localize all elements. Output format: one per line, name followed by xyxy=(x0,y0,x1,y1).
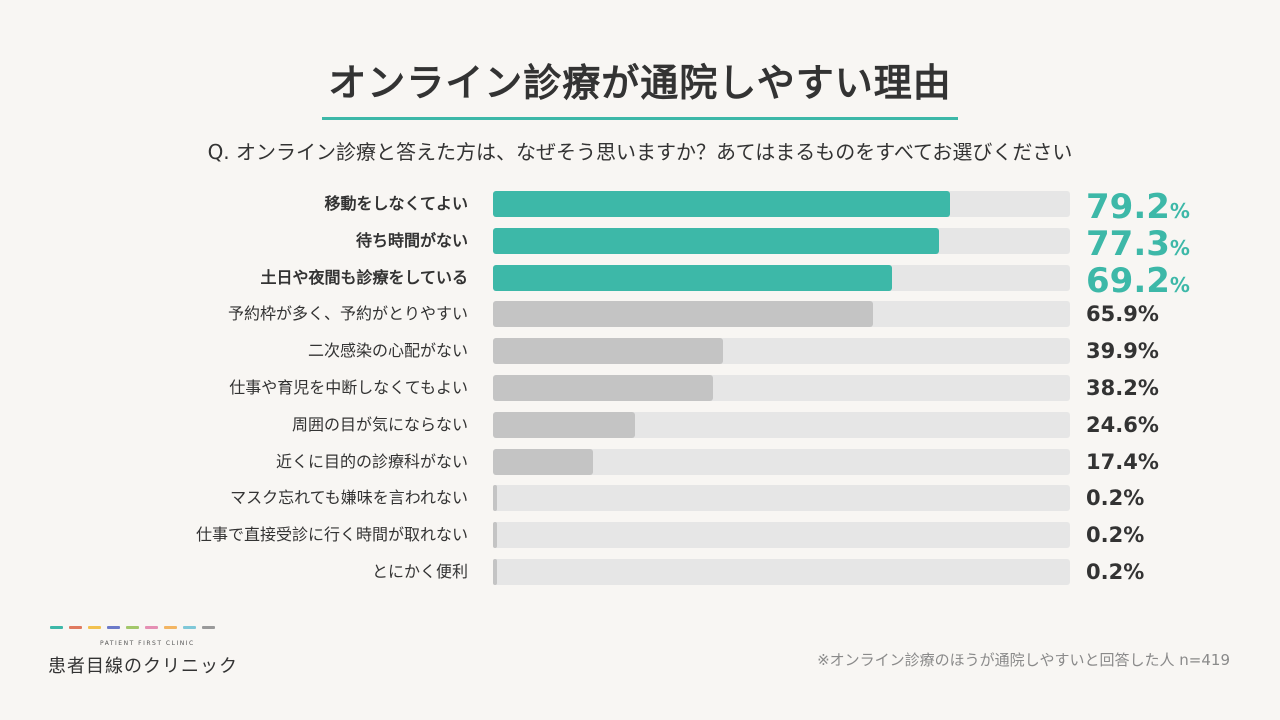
bar xyxy=(493,228,940,254)
logo-dash xyxy=(126,626,139,629)
bar-track xyxy=(493,412,1070,438)
bar xyxy=(493,301,874,327)
logo-subtitle: PATIENT FIRST CLINIC xyxy=(100,640,195,647)
bar xyxy=(493,265,893,291)
bar xyxy=(493,191,950,217)
footnote: ※オンライン診療のほうが通院しやすいと回答した人 n=419 xyxy=(817,651,1230,669)
value-unit: % xyxy=(1169,199,1190,223)
bar-track xyxy=(493,449,1070,475)
bar-track xyxy=(493,522,1070,548)
bar-label: 土日や夜間も診療をしている xyxy=(260,268,468,287)
logo-dash xyxy=(50,626,63,629)
survey-question: Q. オンライン診療と答えた方は、なぜそう思いますか？あてはまるものをすべてお選… xyxy=(207,140,1073,164)
bar-label: 仕事や育児を中断しなくてもよい xyxy=(229,378,468,397)
bar-value-label: 17.4% xyxy=(1086,450,1159,474)
logo-dash xyxy=(183,626,196,629)
title-underline xyxy=(322,117,958,120)
bar xyxy=(493,338,724,364)
value-unit: % xyxy=(1169,273,1190,297)
bar xyxy=(493,559,497,585)
bar xyxy=(493,449,594,475)
logo-dash xyxy=(164,626,177,629)
value-number: 79.2 xyxy=(1086,187,1170,227)
bar-value-label: 39.9% xyxy=(1086,339,1159,363)
bar-value-label: 65.9% xyxy=(1086,302,1159,326)
bar-value-label: 0.2% xyxy=(1086,486,1145,510)
bar-value-label: 77.3% xyxy=(1086,224,1190,264)
bar xyxy=(493,375,714,401)
bar-label: とにかく便利 xyxy=(371,562,468,581)
bar-label: 二次感染の心配がない xyxy=(307,341,468,360)
bar-track xyxy=(493,338,1070,364)
bar-track xyxy=(493,191,1070,217)
bar-label: 仕事で直接受診に行く時間が取れない xyxy=(195,525,468,544)
value-number: 69.2 xyxy=(1086,261,1170,301)
bar-track xyxy=(493,375,1070,401)
bar-value-label: 79.2% xyxy=(1086,187,1190,227)
bar-track xyxy=(493,485,1070,511)
bar-value-label: 24.6% xyxy=(1086,413,1159,437)
chart-title: オンライン診療が通院しやすい理由 xyxy=(328,61,952,105)
bar xyxy=(493,485,497,511)
bar-label: 待ち時間がない xyxy=(355,231,468,250)
bar-track xyxy=(493,228,1070,254)
logo-color-dashes xyxy=(50,626,215,629)
bar-value-label: 38.2% xyxy=(1086,376,1159,400)
value-unit: % xyxy=(1169,236,1190,260)
logo-dash xyxy=(88,626,101,629)
bar-value-label: 0.2% xyxy=(1086,560,1145,584)
bar-value-label: 69.2% xyxy=(1086,261,1190,301)
bar-value-label: 0.2% xyxy=(1086,523,1145,547)
value-number: 77.3 xyxy=(1086,224,1170,264)
bar-track xyxy=(493,265,1070,291)
logo-name: 患者目線のクリニック xyxy=(48,656,238,677)
logo-dash xyxy=(145,626,158,629)
bar-track xyxy=(493,301,1070,327)
bar xyxy=(493,522,497,548)
logo-dash xyxy=(69,626,82,629)
bar-label: 移動をしなくてよい xyxy=(324,194,468,213)
bar xyxy=(493,412,635,438)
bar-label: マスク忘れても嫌味を言われない xyxy=(230,488,468,507)
bar-track xyxy=(493,559,1070,585)
bar-label: 近くに目的の診療科がない xyxy=(275,452,468,471)
bar-label: 予約枠が多く、予約がとりやすい xyxy=(227,304,468,323)
logo-dash xyxy=(107,626,120,629)
logo-dash xyxy=(202,626,215,629)
bar-label: 周囲の目が気にならない xyxy=(291,415,468,434)
